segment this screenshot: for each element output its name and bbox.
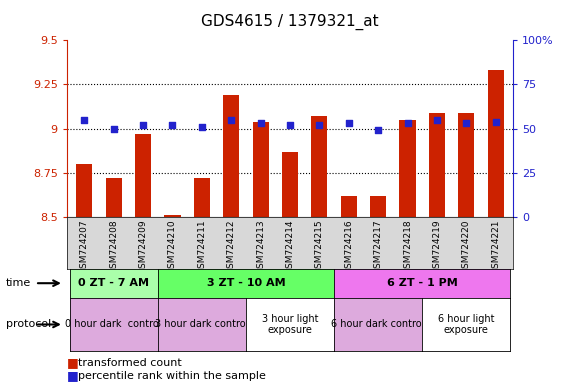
Bar xyxy=(458,113,474,217)
Bar xyxy=(488,70,504,217)
Text: GSM724209: GSM724209 xyxy=(139,220,147,274)
Text: GSM724215: GSM724215 xyxy=(315,220,324,274)
Text: GSM724214: GSM724214 xyxy=(285,220,295,274)
Point xyxy=(491,119,501,125)
Bar xyxy=(223,95,240,217)
Text: GSM724207: GSM724207 xyxy=(80,220,89,274)
Text: 0 ZT - 7 AM: 0 ZT - 7 AM xyxy=(78,278,149,288)
Text: GSM724212: GSM724212 xyxy=(227,220,235,274)
Bar xyxy=(106,178,122,217)
Bar xyxy=(135,134,151,217)
Text: GSM724208: GSM724208 xyxy=(109,220,118,274)
Point xyxy=(344,120,353,126)
Text: GSM724217: GSM724217 xyxy=(374,220,383,274)
Text: time: time xyxy=(6,278,31,288)
Text: GSM724210: GSM724210 xyxy=(168,220,177,274)
Text: GSM724218: GSM724218 xyxy=(403,220,412,274)
Text: GSM724211: GSM724211 xyxy=(197,220,206,274)
Point xyxy=(139,122,148,128)
Text: GSM724221: GSM724221 xyxy=(491,220,500,274)
Text: GSM724213: GSM724213 xyxy=(256,220,265,274)
Text: 0 hour dark  control: 0 hour dark control xyxy=(66,319,162,329)
Text: 3 hour light
exposure: 3 hour light exposure xyxy=(262,314,318,335)
Bar xyxy=(311,116,328,217)
Bar xyxy=(194,178,210,217)
Text: GDS4615 / 1379321_at: GDS4615 / 1379321_at xyxy=(201,13,379,30)
Point xyxy=(315,122,324,128)
Bar xyxy=(282,152,298,217)
Bar xyxy=(340,196,357,217)
Text: GSM724216: GSM724216 xyxy=(345,220,353,274)
Text: 3 hour dark control: 3 hour dark control xyxy=(155,319,249,329)
Point xyxy=(168,122,177,128)
Point xyxy=(432,117,441,123)
Text: ■: ■ xyxy=(67,356,78,369)
Point xyxy=(227,117,236,123)
Bar xyxy=(370,196,386,217)
Text: 3 ZT - 10 AM: 3 ZT - 10 AM xyxy=(206,278,285,288)
Text: percentile rank within the sample: percentile rank within the sample xyxy=(78,371,266,381)
Text: transformed count: transformed count xyxy=(78,358,182,368)
Point xyxy=(79,117,89,123)
Point xyxy=(403,120,412,126)
Point xyxy=(109,126,118,132)
Point xyxy=(256,120,265,126)
Bar xyxy=(252,122,269,217)
Text: ■: ■ xyxy=(67,369,78,382)
Text: 6 ZT - 1 PM: 6 ZT - 1 PM xyxy=(387,278,458,288)
Point xyxy=(285,122,295,128)
Point xyxy=(462,120,471,126)
Text: GSM724219: GSM724219 xyxy=(433,220,441,274)
Bar xyxy=(400,120,416,217)
Bar xyxy=(164,215,180,217)
Bar xyxy=(429,113,445,217)
Text: protocol: protocol xyxy=(6,319,51,329)
Point xyxy=(197,124,206,130)
Point xyxy=(374,127,383,134)
Text: GSM724220: GSM724220 xyxy=(462,220,471,274)
Text: 6 hour light
exposure: 6 hour light exposure xyxy=(438,314,495,335)
Bar xyxy=(76,164,92,217)
Text: 6 hour dark control: 6 hour dark control xyxy=(331,319,425,329)
